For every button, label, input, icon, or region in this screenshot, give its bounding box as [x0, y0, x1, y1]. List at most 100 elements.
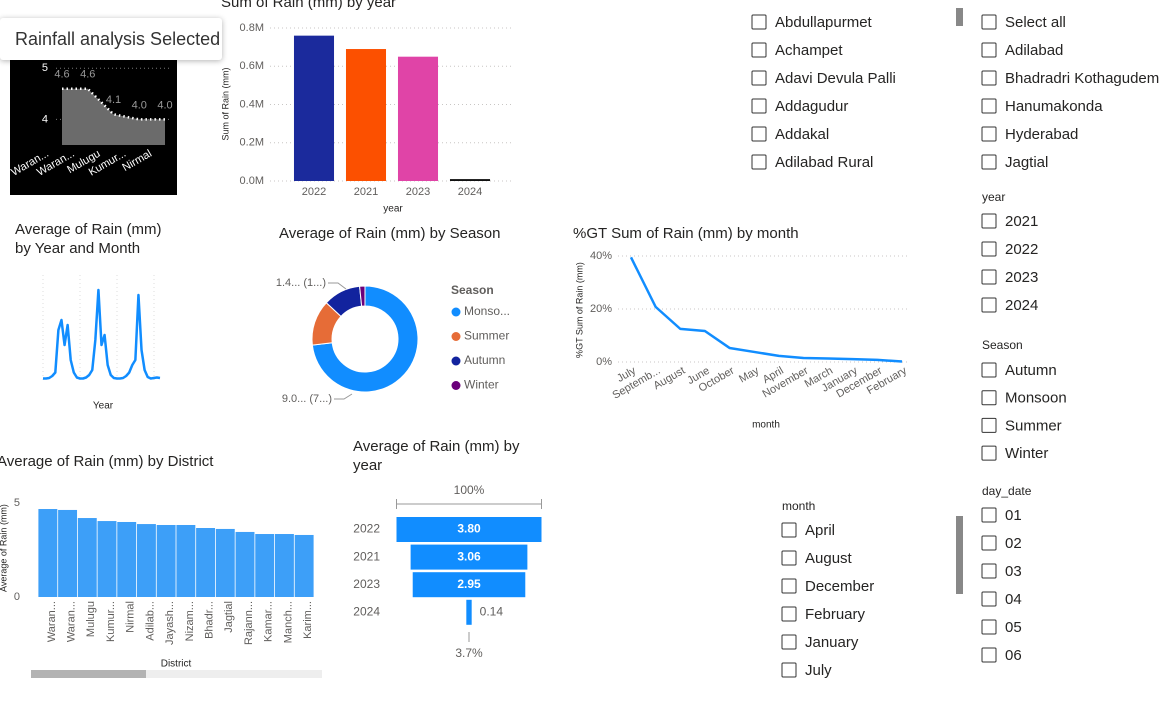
checkbox[interactable]: [981, 269, 997, 285]
x-tick-label: Karim...: [302, 601, 314, 639]
checkbox[interactable]: [981, 619, 997, 635]
checkbox[interactable]: [981, 591, 997, 607]
slicer-item[interactable]: Summer: [1005, 417, 1062, 434]
slicer-item[interactable]: August: [805, 550, 853, 567]
legend-marker: [451, 356, 461, 366]
chart-title: Average of Rain (mm) by Season: [279, 225, 501, 242]
bar: [215, 528, 235, 597]
slicer-item[interactable]: February: [805, 606, 866, 623]
checkbox[interactable]: [981, 647, 997, 663]
checkbox[interactable]: [981, 445, 997, 461]
slicer-item[interactable]: January: [805, 634, 859, 651]
y-tick-label: 2024: [353, 604, 380, 618]
slicer-item[interactable]: 06: [1005, 647, 1022, 664]
checkbox[interactable]: [751, 98, 767, 114]
chart-title: Average of Rain (mm) by year: [353, 438, 520, 474]
data-label: 4.6: [80, 69, 95, 81]
slicer-item[interactable]: Abdullapurmet: [775, 14, 873, 31]
checkbox[interactable]: [981, 154, 997, 170]
checkbox[interactable]: [781, 578, 797, 594]
checkbox[interactable]: [981, 563, 997, 579]
chart-title: Average of Rain (mm) by District: [0, 453, 214, 470]
slicer-item[interactable]: 2024: [1005, 297, 1038, 314]
y-tick-label: 0.6M: [240, 60, 264, 72]
slicer-item[interactable]: Hyderabad: [1005, 126, 1078, 143]
bar: [77, 518, 97, 597]
checkbox[interactable]: [981, 14, 997, 30]
legend-title: Season: [451, 283, 494, 297]
slicer-item[interactable]: Select all: [1005, 14, 1066, 31]
checkbox[interactable]: [981, 241, 997, 257]
checkbox[interactable]: [781, 522, 797, 538]
slicer-scrollbar[interactable]: [956, 8, 963, 26]
slicer-title: Season: [982, 338, 1023, 352]
slicer-item[interactable]: July: [805, 662, 832, 679]
y-tick-label: 2022: [353, 522, 380, 536]
checkbox[interactable]: [981, 362, 997, 378]
slicer-item[interactable]: 01: [1005, 507, 1022, 524]
checkbox[interactable]: [781, 550, 797, 566]
slicer-scrollbar[interactable]: [956, 516, 963, 594]
slicer-item[interactable]: 2021: [1005, 213, 1038, 230]
slicer-item[interactable]: 02: [1005, 535, 1022, 552]
checkbox[interactable]: [981, 535, 997, 551]
x-axis-title: District: [161, 659, 192, 670]
x-tick-label: Jagtial: [223, 601, 235, 633]
slicer-item[interactable]: Winter: [1005, 445, 1048, 462]
checkbox[interactable]: [981, 297, 997, 313]
slicer-item[interactable]: Achampet: [775, 42, 843, 59]
slicer-item[interactable]: Adilabad: [1005, 42, 1063, 59]
checkbox[interactable]: [751, 70, 767, 86]
x-tick-label: Waran...: [65, 601, 77, 642]
slicer-item[interactable]: 2022: [1005, 241, 1038, 258]
checkbox[interactable]: [781, 662, 797, 678]
slicer-item[interactable]: Bhadradri Kothagudem: [1005, 70, 1159, 87]
checkbox[interactable]: [981, 417, 997, 433]
checkbox[interactable]: [751, 42, 767, 58]
slicer-title: year: [982, 190, 1005, 204]
slicer-item[interactable]: Addagudur: [775, 98, 848, 115]
checkbox[interactable]: [981, 126, 997, 142]
slicer-item[interactable]: Monsoon: [1005, 390, 1067, 407]
slicer-item[interactable]: Hanumakonda: [1005, 98, 1103, 115]
slicer-item[interactable]: Autumn: [1005, 362, 1057, 379]
slicer-item[interactable]: December: [805, 578, 874, 595]
x-axis-title: year: [383, 204, 403, 215]
checkbox[interactable]: [981, 390, 997, 406]
y-tick-label: 5: [42, 62, 48, 74]
funnel-top-label: 100%: [454, 483, 485, 497]
slicer-item[interactable]: Adavi Devula Palli: [775, 70, 896, 87]
x-tick-label: Mulugu: [85, 601, 97, 637]
slicer-item[interactable]: 03: [1005, 563, 1022, 580]
checkbox[interactable]: [981, 98, 997, 114]
checkbox[interactable]: [781, 634, 797, 650]
checkbox[interactable]: [781, 606, 797, 622]
checkbox[interactable]: [981, 213, 997, 229]
leader-line: [328, 282, 347, 290]
y-tick-label: 0%: [596, 356, 612, 368]
slicer-item[interactable]: April: [805, 522, 835, 539]
data-label: 4.0: [157, 99, 172, 111]
x-tick-label: 2023: [406, 186, 430, 198]
scrollbar-thumb[interactable]: [31, 670, 146, 678]
slicer-item[interactable]: 04: [1005, 591, 1022, 608]
checkbox[interactable]: [751, 126, 767, 142]
checkbox[interactable]: [981, 42, 997, 58]
checkbox[interactable]: [981, 70, 997, 86]
slicer-item[interactable]: 2023: [1005, 269, 1038, 286]
slicer-item[interactable]: 05: [1005, 619, 1022, 636]
funnel-bar: [396, 517, 542, 542]
data-label: 4.6: [54, 69, 69, 81]
data-label: 3.06: [457, 549, 481, 563]
x-tick-label: Manch...: [282, 601, 294, 643]
bar: [449, 179, 491, 181]
checkbox[interactable]: [751, 14, 767, 30]
slicer-item[interactable]: Adilabad Rural: [775, 154, 873, 171]
chart-title: Average of Rain (mm) by Year and Month: [15, 221, 162, 257]
bar: [58, 509, 78, 597]
checkbox[interactable]: [751, 154, 767, 170]
slicer-item[interactable]: Addakal: [775, 126, 829, 143]
slicer-item[interactable]: Jagtial: [1005, 154, 1048, 171]
leader-line: [334, 393, 353, 400]
checkbox[interactable]: [981, 507, 997, 523]
